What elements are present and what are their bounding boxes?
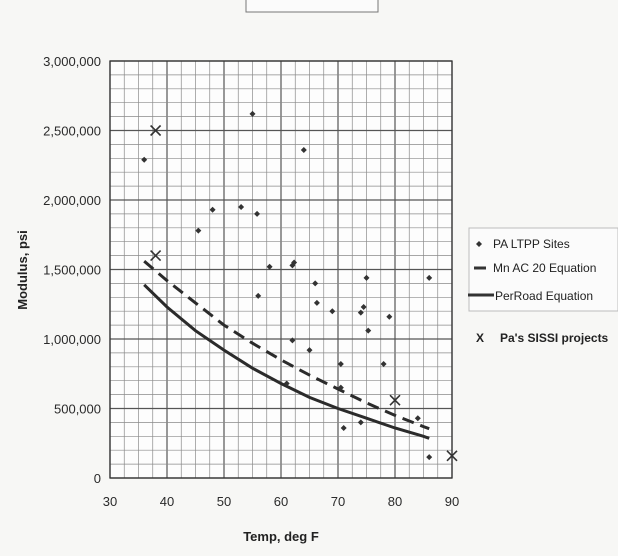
data-point-pa-ltpp-site bbox=[249, 110, 256, 117]
y-tick-label: 1,500,000 bbox=[43, 263, 101, 278]
legend-box bbox=[468, 227, 618, 312]
tick-labels: 30 40 50 60 70 80 90 0 500,000 1,000,000 1,500,000… bbox=[43, 54, 459, 509]
legend-label-sissi-projects: Pa's SISSI projects bbox=[500, 331, 609, 345]
data-point-pa-ltpp-site bbox=[363, 274, 370, 281]
data-point-pa-ltpp-site bbox=[238, 203, 245, 210]
y-tick-label: 0 bbox=[94, 471, 101, 486]
data-point-pa-ltpp-site bbox=[386, 313, 393, 320]
legend-label-pa-ltpp-sites: PA LTPP Sites bbox=[493, 237, 570, 251]
series-line-mn-ac-20-equation bbox=[143, 260, 430, 431]
data-point-pa-ltpp-site bbox=[141, 156, 148, 163]
x-axis-title: Temp, deg F bbox=[243, 529, 319, 544]
title-box bbox=[245, 0, 379, 13]
legend-sissi: X Pa's SISSI projects bbox=[476, 331, 609, 345]
data-point-pa-ltpp-site bbox=[291, 259, 298, 266]
legend-label-mn-ac-20-equation: Mn AC 20 Equation bbox=[493, 261, 596, 275]
data-point-sissi-project bbox=[150, 124, 162, 137]
data-point-pa-ltpp-site bbox=[283, 380, 290, 387]
data-point-pa-ltpp-site bbox=[195, 227, 202, 234]
legend-marker-sissi-projects: X bbox=[476, 331, 484, 345]
data-point-pa-ltpp-site bbox=[254, 210, 261, 217]
data-point-pa-ltpp-site bbox=[313, 299, 320, 306]
x-tick-label: 70 bbox=[331, 494, 345, 509]
data-point-pa-ltpp-site bbox=[357, 419, 364, 426]
data-point-pa-ltpp-site bbox=[414, 415, 421, 422]
x-tick-label: 90 bbox=[445, 494, 459, 509]
data-point-pa-ltpp-site bbox=[255, 292, 262, 299]
data-point-sissi-project bbox=[389, 394, 401, 406]
series-line-perroad-equation bbox=[143, 283, 430, 440]
data-point-pa-ltpp-site bbox=[426, 454, 433, 461]
x-tick-label: 50 bbox=[217, 494, 231, 509]
grid bbox=[109, 60, 453, 479]
legend: PA LTPP Sites Mn AC 20 Equation PerRoad … bbox=[468, 227, 618, 312]
data-point-pa-ltpp-site bbox=[312, 280, 319, 287]
data-point-pa-ltpp-site bbox=[306, 347, 313, 354]
y-axis-title: Modulus, psi bbox=[15, 230, 30, 309]
data-point-sissi-project bbox=[150, 250, 162, 262]
x-tick-label: 60 bbox=[274, 494, 288, 509]
data-point-pa-ltpp-site bbox=[209, 206, 216, 213]
data-point-pa-ltpp-site bbox=[337, 384, 344, 391]
curves bbox=[143, 260, 430, 440]
data-point-pa-ltpp-site bbox=[289, 337, 296, 344]
points bbox=[141, 110, 458, 462]
legend-marker-pa-ltpp-sites bbox=[476, 241, 482, 247]
x-tick-label: 40 bbox=[160, 494, 174, 509]
data-point-pa-ltpp-site bbox=[380, 361, 387, 368]
data-point-sissi-project bbox=[446, 450, 458, 462]
x-tick-label: 80 bbox=[388, 494, 402, 509]
y-tick-label: 2,000,000 bbox=[43, 193, 101, 208]
legend-label-perroad-equation: PerRoad Equation bbox=[495, 289, 593, 303]
y-tick-label: 3,000,000 bbox=[43, 54, 101, 69]
y-tick-label: 1,000,000 bbox=[43, 332, 101, 347]
data-point-pa-ltpp-site bbox=[360, 304, 367, 311]
data-point-pa-ltpp-site bbox=[300, 146, 307, 153]
plot-border bbox=[109, 60, 453, 479]
data-point-pa-ltpp-site bbox=[266, 263, 273, 270]
data-point-pa-ltpp-site bbox=[365, 327, 372, 334]
data-point-pa-ltpp-site bbox=[357, 309, 364, 316]
y-tick-label: 2,500,000 bbox=[43, 124, 101, 139]
data-point-pa-ltpp-site bbox=[337, 361, 344, 368]
data-point-pa-ltpp-site bbox=[329, 308, 336, 315]
x-tick-label: 30 bbox=[103, 494, 117, 509]
data-point-pa-ltpp-site bbox=[426, 274, 433, 281]
y-tick-label: 500,000 bbox=[54, 402, 101, 417]
data-point-pa-ltpp-site bbox=[340, 424, 347, 431]
